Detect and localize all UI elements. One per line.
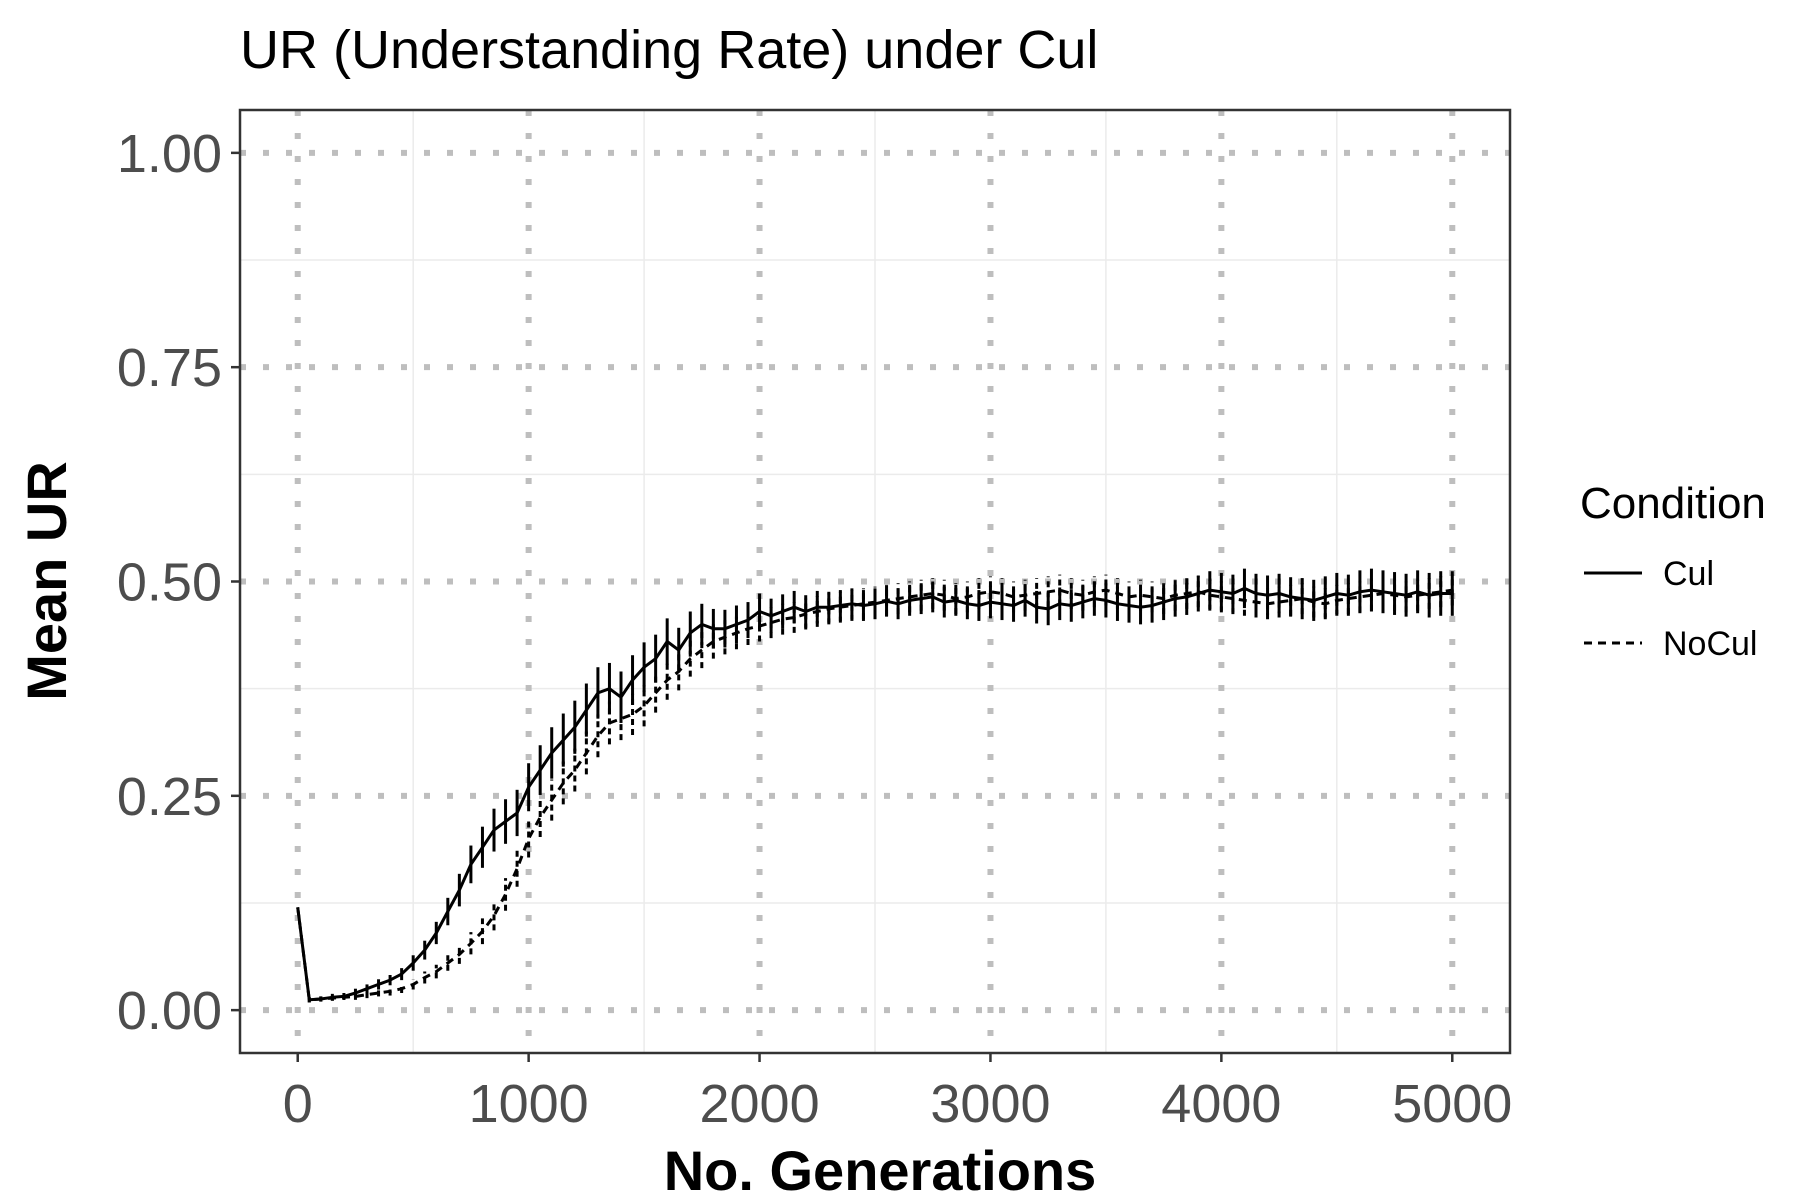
y-tick-label: 0.00 xyxy=(117,981,222,1041)
x-tick-label: 4000 xyxy=(1161,1074,1281,1134)
legend-title: Condition xyxy=(1580,479,1766,528)
x-tick-label: 1000 xyxy=(469,1074,589,1134)
y-tick-label: 0.50 xyxy=(117,553,222,613)
series-line-nocul xyxy=(296,588,1453,1002)
x-tick-label: 0 xyxy=(283,1074,313,1134)
legend-label-nocul: NoCul xyxy=(1663,625,1757,663)
x-tick-label: 5000 xyxy=(1392,1074,1512,1134)
plot-area: 0 1000 2000 3000 4000 5000 0.00 0.25 0.50 0.75 1.0… xyxy=(117,108,1512,1134)
x-tick-label: 2000 xyxy=(699,1074,819,1134)
y-tick-label: 0.75 xyxy=(117,338,222,398)
x-tick-label: 3000 xyxy=(930,1074,1050,1134)
y-axis-label: Mean UR xyxy=(15,461,78,701)
chart-title: UR (Understanding Rate) under Cul xyxy=(240,20,1098,80)
legend-label-cul: Cul xyxy=(1663,555,1714,593)
y-tick-label: 1.00 xyxy=(117,124,222,184)
x-axis-label: No. Generations xyxy=(664,1139,1097,1200)
y-tick-label: 0.25 xyxy=(117,767,222,827)
legend: Condition Cul NoCul xyxy=(1580,479,1766,663)
